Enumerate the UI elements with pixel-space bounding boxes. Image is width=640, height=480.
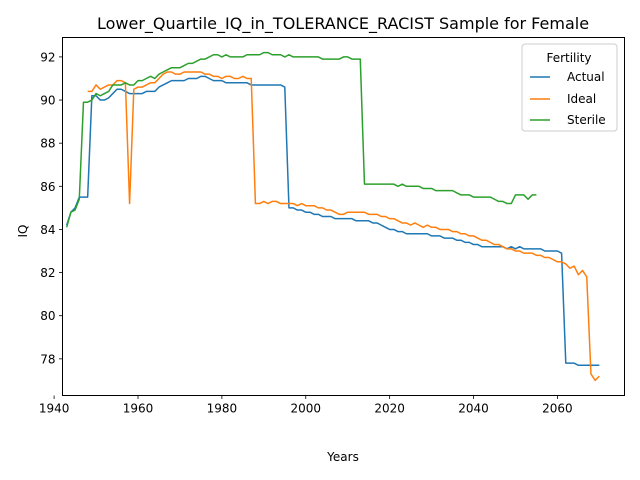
x-tick-label: 2020 bbox=[374, 402, 405, 416]
y-tick-label: 90 bbox=[40, 94, 55, 108]
legend-item-sterile: Sterile bbox=[530, 113, 606, 127]
legend-box bbox=[521, 43, 618, 132]
y-tick-label: 88 bbox=[40, 137, 55, 151]
legend: Fertility Actual Ideal Sterile bbox=[521, 43, 618, 132]
x-tick-label: 1980 bbox=[207, 402, 238, 416]
plot-frame bbox=[62, 37, 625, 396]
x-axis-ticks: 1940 1960 1980 2000 2020 2040 2060 bbox=[39, 395, 573, 416]
y-tick-label: 86 bbox=[40, 180, 55, 194]
y-tick-label: 82 bbox=[40, 266, 55, 280]
legend-title: Fertility bbox=[546, 51, 591, 65]
y-tick-label: 84 bbox=[40, 223, 55, 237]
x-tick-label: 2040 bbox=[458, 402, 489, 416]
legend-item-actual: Actual bbox=[530, 70, 605, 84]
y-tick-label: 78 bbox=[40, 352, 55, 366]
x-tick-label: 2000 bbox=[290, 402, 321, 416]
y-axis-title: IQ bbox=[16, 225, 30, 238]
y-tick-label: 80 bbox=[40, 309, 55, 323]
legend-label-sterile: Sterile bbox=[567, 113, 606, 127]
x-tick-label: 2060 bbox=[542, 402, 573, 416]
x-tick-label: 1960 bbox=[123, 402, 154, 416]
series-line-ideal bbox=[87, 71, 600, 382]
y-tick-label: 92 bbox=[40, 50, 55, 64]
x-tick-label: 1940 bbox=[39, 402, 70, 416]
series-line-actual bbox=[65, 75, 600, 367]
legend-label-actual: Actual bbox=[567, 70, 605, 84]
chart-title: Lower_Quartile_IQ_in_TOLERANCE_RACIST Sa… bbox=[97, 14, 589, 34]
y-axis-ticks: 78 80 82 84 86 88 90 92 bbox=[40, 50, 63, 366]
series-line-sterile bbox=[65, 51, 537, 228]
series-layer bbox=[65, 51, 600, 382]
legend-item-ideal: Ideal bbox=[530, 92, 596, 106]
legend-label-ideal: Ideal bbox=[567, 92, 596, 106]
x-axis-title: Years bbox=[326, 450, 359, 464]
